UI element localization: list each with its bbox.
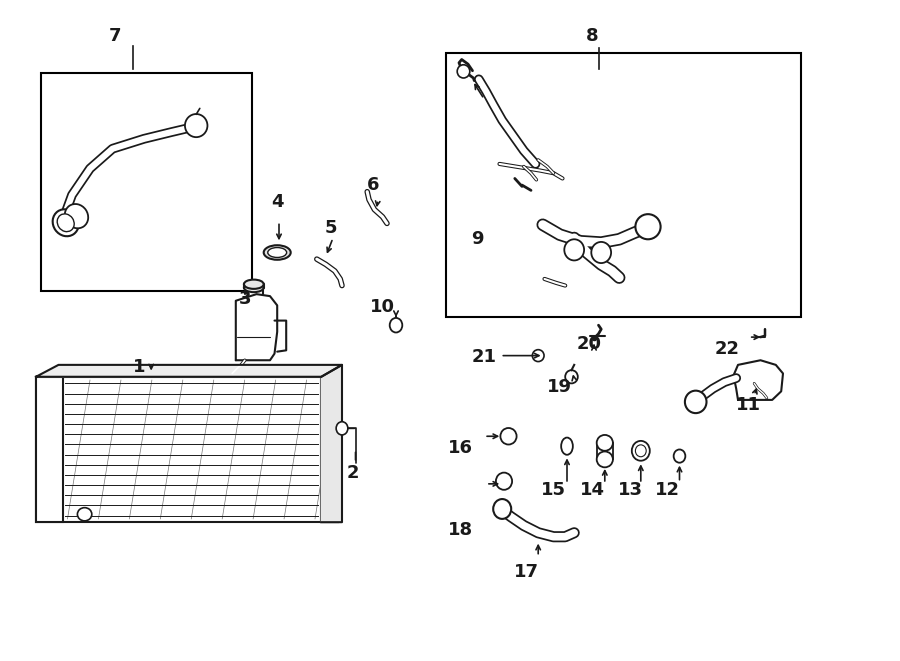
Polygon shape: [36, 365, 342, 377]
Polygon shape: [734, 360, 783, 400]
Ellipse shape: [390, 318, 402, 332]
Text: 12: 12: [655, 481, 680, 500]
Ellipse shape: [500, 428, 517, 444]
Text: 19: 19: [547, 377, 572, 396]
Ellipse shape: [264, 245, 291, 260]
Text: 22: 22: [715, 340, 740, 358]
Ellipse shape: [65, 204, 88, 228]
Ellipse shape: [496, 473, 512, 490]
Ellipse shape: [685, 391, 706, 413]
Text: 9: 9: [471, 230, 483, 249]
Text: 20: 20: [577, 334, 602, 353]
Polygon shape: [321, 365, 342, 522]
Ellipse shape: [268, 248, 286, 258]
Ellipse shape: [565, 370, 578, 383]
Bar: [597, 443, 613, 459]
Ellipse shape: [597, 435, 613, 451]
Text: 1: 1: [133, 358, 146, 376]
Text: 7: 7: [109, 27, 122, 46]
Ellipse shape: [244, 280, 264, 289]
Text: 17: 17: [514, 563, 539, 581]
Ellipse shape: [457, 65, 470, 78]
Bar: [446, 53, 801, 317]
Ellipse shape: [635, 445, 646, 457]
Text: 8: 8: [586, 27, 598, 46]
Ellipse shape: [244, 283, 264, 292]
Polygon shape: [236, 294, 277, 360]
Text: 10: 10: [370, 298, 395, 317]
Text: 16: 16: [448, 439, 473, 457]
Ellipse shape: [632, 441, 650, 461]
Ellipse shape: [562, 438, 573, 455]
Text: 6: 6: [367, 176, 380, 194]
Text: 13: 13: [617, 481, 643, 500]
Ellipse shape: [597, 451, 613, 467]
Text: 21: 21: [472, 348, 497, 366]
Ellipse shape: [77, 508, 92, 521]
Bar: [36, 377, 338, 522]
Ellipse shape: [337, 422, 347, 435]
Ellipse shape: [591, 242, 611, 263]
Bar: [36, 377, 63, 522]
Text: 4: 4: [271, 192, 284, 211]
Text: 2: 2: [346, 463, 359, 482]
Ellipse shape: [58, 214, 74, 231]
Text: 11: 11: [736, 395, 761, 414]
Ellipse shape: [673, 449, 686, 463]
Bar: [321, 377, 338, 522]
Ellipse shape: [493, 499, 511, 519]
Ellipse shape: [185, 114, 207, 137]
Text: 18: 18: [448, 521, 473, 539]
Ellipse shape: [532, 350, 544, 362]
Text: 3: 3: [238, 290, 251, 308]
Text: 14: 14: [580, 481, 605, 500]
Text: 15: 15: [541, 481, 566, 500]
Ellipse shape: [53, 210, 78, 236]
Ellipse shape: [564, 239, 584, 260]
Text: 5: 5: [325, 219, 338, 237]
Bar: [40, 73, 252, 291]
Ellipse shape: [635, 214, 661, 239]
